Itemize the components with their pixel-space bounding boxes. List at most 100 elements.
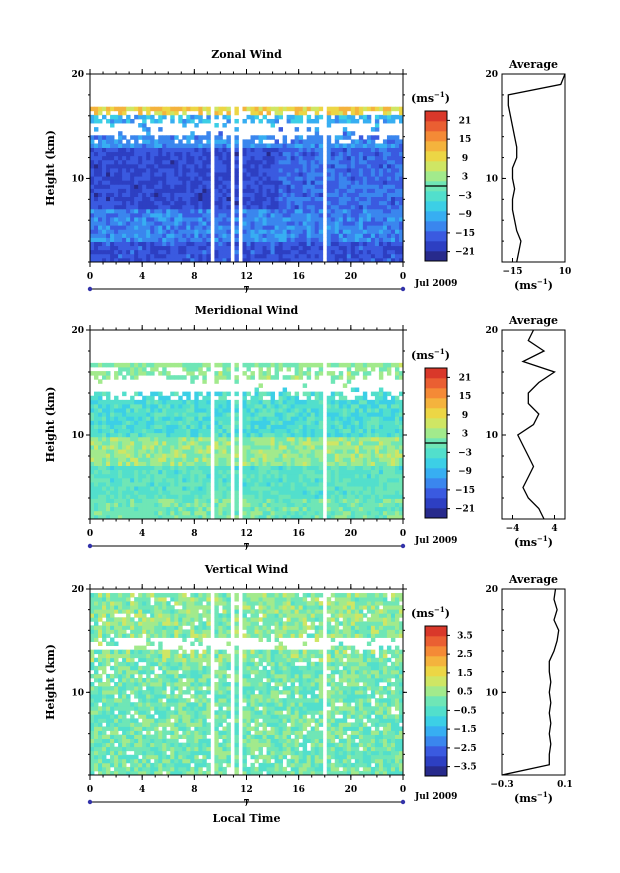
- heatmap-cell: [134, 506, 139, 512]
- heatmap-cell: [274, 221, 279, 226]
- heatmap-cell: [142, 208, 147, 214]
- heatmap-cell: [378, 143, 384, 148]
- heatmap-cell: [198, 482, 203, 487]
- heatmap-cell: [222, 436, 227, 442]
- heatmap-cell: [370, 176, 376, 181]
- heatmap-cell: [338, 135, 344, 140]
- heatmap-cell: [234, 237, 239, 242]
- heatmap-cell: [130, 436, 135, 442]
- heatmap-cell: [150, 506, 155, 512]
- heatmap-cell: [310, 225, 316, 230]
- heatmap-cell: [162, 233, 167, 238]
- heatmap-cell: [126, 371, 131, 376]
- heatmap-cell: [214, 420, 219, 425]
- heatmap-cell: [258, 502, 263, 508]
- heatmap-cell: [274, 432, 279, 438]
- heatmap-cell: [138, 233, 143, 238]
- heatmap-cell: [266, 204, 271, 210]
- heatmap-cell: [398, 457, 404, 462]
- heatmap-cell: [278, 127, 284, 132]
- heatmap-cell: [342, 212, 348, 218]
- heatmap-cell: [182, 233, 187, 238]
- heatmap-cell: [394, 502, 400, 508]
- heatmap-cell: [226, 457, 231, 462]
- heatmap-cell: [214, 110, 219, 116]
- heatmap-cell: [362, 233, 368, 238]
- heatmap-cell: [386, 163, 392, 169]
- heatmap-cell: [234, 196, 239, 202]
- heatmap-cell: [234, 147, 239, 153]
- heatmap-cell: [198, 249, 203, 255]
- heatmap-cell: [98, 494, 103, 499]
- heatmap-cell: [90, 449, 95, 454]
- heatmap-cell: [302, 412, 308, 417]
- heatmap-cell: [258, 212, 263, 218]
- heatmap-cell: [134, 490, 139, 495]
- heatmap-cell: [378, 212, 384, 218]
- heatmap-cell: [370, 245, 376, 251]
- heatmap-cell: [222, 245, 227, 251]
- heatmap-cell: [258, 445, 263, 450]
- heatmap-cell: [306, 391, 312, 397]
- heatmap-cell: [102, 176, 107, 181]
- heatmap-cell: [202, 482, 207, 487]
- heatmap-cell: [138, 208, 143, 214]
- heatmap-cell: [366, 498, 372, 503]
- heatmap-cell: [226, 241, 231, 247]
- heatmap-cell: [106, 502, 111, 508]
- heatmap-cell: [110, 473, 115, 479]
- heatmap-cell: [386, 486, 392, 491]
- heatmap-cell: [126, 208, 131, 214]
- heatmap-cell: [290, 118, 296, 124]
- heatmap-cell: [362, 184, 368, 189]
- heatmap-cell: [246, 245, 251, 251]
- heatmap-cell: [310, 245, 316, 251]
- heatmap-cell: [194, 412, 199, 417]
- heatmap-cell: [358, 490, 364, 495]
- heatmap-cell: [262, 196, 267, 202]
- heatmap-cell: [106, 192, 111, 198]
- heatmap-cell: [390, 204, 396, 210]
- heatmap-cell: [374, 184, 380, 189]
- heatmap-cell: [398, 253, 404, 259]
- heatmap-cell: [170, 375, 175, 380]
- heatmap-cell: [354, 147, 360, 153]
- heatmap-cell: [218, 502, 223, 508]
- heatmap-cell: [178, 403, 183, 409]
- heatmap-cell: [398, 436, 404, 442]
- heatmap-cell: [278, 237, 284, 242]
- heatmap-cell: [254, 233, 259, 238]
- heatmap-cell: [106, 375, 111, 380]
- heatmap-cell: [250, 139, 255, 144]
- heatmap-cell: [346, 494, 352, 499]
- heatmap-cell: [98, 192, 103, 198]
- heatmap-cell: [194, 155, 199, 161]
- heatmap-cell: [206, 420, 211, 425]
- heatmap-cell: [262, 151, 267, 157]
- heatmap-cell: [246, 420, 251, 425]
- heatmap-cell: [126, 416, 131, 421]
- heatmap-cell: [190, 436, 195, 442]
- heatmap-cell: [334, 196, 340, 202]
- heatmap-cell: [154, 204, 159, 210]
- heatmap-cell: [146, 510, 151, 516]
- heatmap-cell: [354, 249, 360, 255]
- heatmap-cell: [146, 131, 151, 136]
- heatmap-cell: [310, 490, 316, 495]
- heatmap-cell: [194, 424, 199, 430]
- heatmap-cell: [354, 225, 360, 230]
- heatmap-cell: [110, 428, 115, 434]
- heatmap-cell: [122, 241, 127, 247]
- heatmap-cell: [222, 449, 227, 454]
- date-label: Jul 2009: [414, 279, 457, 289]
- heatmap-cell: [182, 118, 187, 124]
- profile-y-tick-label: 20: [485, 70, 498, 80]
- heatmap-cell: [154, 506, 159, 512]
- heatmap-cell: [346, 241, 352, 247]
- heatmap-cell: [214, 412, 219, 417]
- heatmap-cell: [242, 168, 247, 173]
- heatmap-cell: [226, 139, 231, 144]
- heatmap-cell: [290, 514, 296, 520]
- heatmap-cell: [198, 408, 203, 413]
- heatmap-cell: [294, 127, 300, 132]
